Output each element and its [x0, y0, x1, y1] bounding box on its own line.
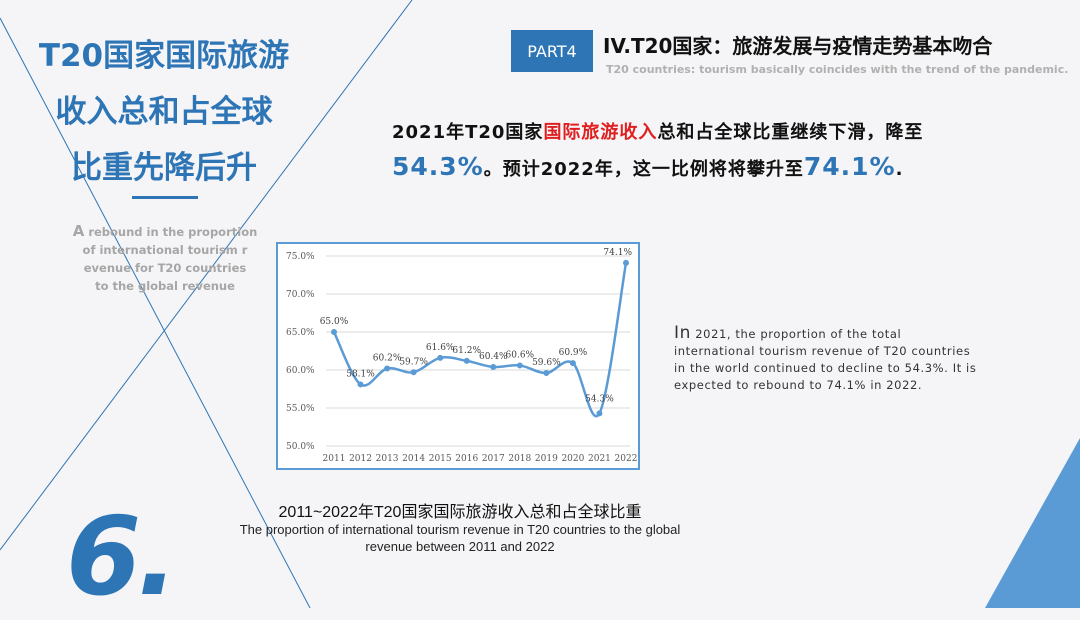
data-point	[490, 363, 497, 370]
data-label: 61.6%	[426, 343, 455, 353]
subtitle-line: of international tourism r	[82, 243, 248, 257]
decor-line-2	[0, 0, 413, 551]
chart-frame: 50.0% 55.0% 60.0% 65.0% 70.0% 75.0% 2011 2012 20…	[276, 242, 640, 470]
chart-caption-cn: 2011~2022年T20国家国际旅游收入总和占全球比重	[278, 504, 642, 521]
x-tick-label: 2015	[429, 454, 452, 464]
y-tick-label: 55.0%	[286, 404, 315, 414]
headline: 2021年T20国家国际旅游收入总和占全球比重继续下滑，降至 54.3%。预计2…	[392, 116, 1032, 187]
data-label: 58.1%	[346, 369, 375, 379]
data-label: 60.2%	[373, 353, 402, 363]
data-point	[596, 410, 603, 417]
data-point	[543, 370, 550, 377]
data-point	[623, 259, 629, 266]
part-badge: PART4	[511, 30, 593, 72]
x-tick-label: 2022	[615, 454, 638, 464]
y-tick-label: 65.0%	[286, 328, 315, 338]
x-tick-label: 2012	[349, 454, 372, 464]
section-title: IV.T20国家：旅游发展与疫情走势基本吻合	[603, 34, 993, 58]
x-tick-label: 2013	[376, 454, 399, 464]
data-label: 60.9%	[559, 348, 588, 358]
x-tick-label: 2014	[402, 454, 425, 464]
left-subtitle: A rebound in the proportion of internati…	[70, 222, 260, 295]
headline-value: 74.1%	[803, 152, 896, 181]
left-title: T20国家国际旅游 收入总和占全球 比重先降后升	[24, 28, 304, 196]
subtitle-line: rebound in the proportion	[84, 225, 258, 239]
description: In 2021, the proportion of the total int…	[674, 325, 984, 394]
x-tick-label: 2016	[455, 454, 478, 464]
description-text: 2021, the proportion of the total intern…	[674, 327, 977, 392]
data-label: 74.1%	[603, 248, 632, 258]
headline-text: 总和占全球比重继续下滑，降至	[657, 122, 924, 143]
headline-text: 。预计2022年，这一比例将将攀升至	[483, 159, 804, 180]
line-chart: 50.0% 55.0% 60.0% 65.0% 70.0% 75.0% 2011 2012 20…	[286, 248, 638, 464]
series-line	[332, 262, 628, 418]
data-point	[569, 360, 576, 367]
left-title-line: 比重先降后升	[71, 150, 257, 186]
x-tick-label: 2020	[561, 454, 584, 464]
chart-caption-en: The proportion of international tourism …	[239, 522, 681, 554]
subtitle-drop-letter: A	[72, 222, 85, 240]
data-point	[410, 369, 417, 376]
left-divider	[132, 196, 198, 199]
y-tick-label: 60.0%	[286, 366, 315, 376]
data-label: 59.6%	[532, 358, 561, 368]
data-point	[331, 329, 337, 335]
data-label: 54.3%	[585, 394, 614, 404]
x-tick-label: 2017	[482, 454, 505, 464]
data-label: 65.0%	[320, 317, 349, 327]
headline-text: 2021年T20国家	[392, 122, 544, 143]
subtitle-line: evenue for T20 countries	[83, 261, 247, 275]
y-tick-label: 75.0%	[286, 252, 315, 262]
headline-value: 54.3%	[392, 152, 484, 181]
decor-line-1	[0, 17, 311, 608]
data-label: 61.2%	[452, 346, 481, 356]
y-tick-label: 50.0%	[286, 442, 315, 452]
data-point	[516, 362, 523, 369]
section-subtitle: T20 countries: tourism basically coincid…	[606, 63, 1069, 76]
x-tick-label: 2019	[535, 454, 558, 464]
x-tick-label: 2011	[323, 454, 346, 464]
section-number: 6.	[66, 495, 178, 620]
data-point	[463, 357, 470, 364]
subtitle-line: to the global revenue	[95, 279, 235, 293]
headline-highlight: 国际旅游收入	[543, 122, 658, 143]
left-title-line: T20国家国际旅游	[38, 38, 290, 74]
data-label: 60.6%	[506, 350, 535, 360]
left-title-line: 收入总和占全球	[55, 94, 273, 130]
description-lead: In	[674, 323, 691, 343]
data-point	[357, 381, 364, 388]
data-point	[437, 354, 444, 361]
data-point	[384, 365, 391, 372]
headline-text: .	[895, 159, 904, 180]
data-label: 59.7%	[399, 357, 428, 367]
x-tick-label: 2018	[508, 454, 531, 464]
data-label: 60.4%	[479, 352, 508, 362]
y-tick-label: 70.0%	[286, 290, 315, 300]
decor-corner-triangle	[985, 438, 1080, 608]
x-tick-label: 2021	[588, 454, 611, 464]
